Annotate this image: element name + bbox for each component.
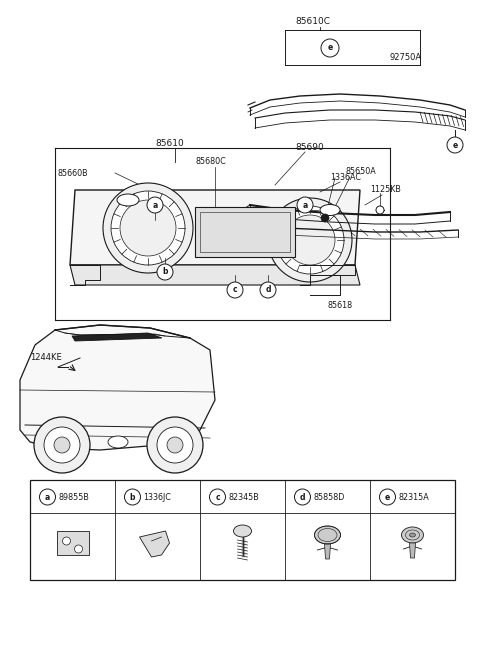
Circle shape — [124, 489, 141, 505]
Text: 85610C: 85610C — [295, 18, 330, 26]
Text: 1244KE: 1244KE — [30, 354, 62, 362]
Circle shape — [74, 545, 83, 553]
Ellipse shape — [108, 436, 128, 448]
Text: 82345B: 82345B — [228, 493, 259, 502]
Circle shape — [260, 282, 276, 298]
Circle shape — [295, 489, 311, 505]
Ellipse shape — [401, 527, 423, 543]
Circle shape — [321, 39, 339, 57]
Text: 85660B: 85660B — [58, 168, 89, 178]
Text: a: a — [302, 200, 308, 210]
Circle shape — [147, 417, 203, 473]
Text: a: a — [45, 493, 50, 502]
Circle shape — [447, 137, 463, 153]
Text: b: b — [162, 267, 168, 276]
Text: c: c — [233, 286, 237, 295]
Circle shape — [62, 537, 71, 545]
Circle shape — [157, 427, 193, 463]
Circle shape — [209, 489, 226, 505]
Text: 1336AC: 1336AC — [330, 174, 361, 183]
Polygon shape — [72, 333, 162, 341]
Polygon shape — [70, 190, 360, 265]
Text: 92750A: 92750A — [390, 54, 422, 62]
Circle shape — [111, 191, 185, 265]
Text: 85610: 85610 — [155, 138, 184, 147]
Text: 89855B: 89855B — [59, 493, 89, 502]
Text: 82315A: 82315A — [398, 493, 429, 502]
Circle shape — [321, 214, 329, 222]
Circle shape — [285, 215, 335, 265]
Circle shape — [227, 282, 243, 298]
Circle shape — [39, 489, 56, 505]
Circle shape — [34, 417, 90, 473]
Polygon shape — [140, 531, 169, 557]
Text: b: b — [130, 493, 135, 502]
Ellipse shape — [320, 204, 340, 215]
Ellipse shape — [117, 194, 139, 206]
Text: d: d — [300, 493, 305, 502]
Text: d: d — [265, 286, 271, 295]
Text: c: c — [215, 493, 220, 502]
Circle shape — [54, 437, 70, 453]
Text: e: e — [452, 141, 457, 149]
Text: a: a — [152, 200, 157, 210]
Text: 85650A: 85650A — [345, 168, 376, 176]
Circle shape — [120, 200, 176, 256]
Bar — [200, 212, 290, 252]
Text: 85690: 85690 — [295, 143, 324, 151]
Circle shape — [157, 264, 173, 280]
Circle shape — [376, 206, 384, 214]
Circle shape — [297, 197, 313, 213]
Text: 85858D: 85858D — [313, 493, 345, 502]
Circle shape — [276, 206, 344, 274]
Bar — [57, 531, 88, 555]
Polygon shape — [409, 543, 416, 558]
Circle shape — [147, 197, 163, 213]
Polygon shape — [324, 544, 331, 559]
Circle shape — [167, 437, 183, 453]
Ellipse shape — [314, 526, 340, 544]
Text: e: e — [385, 493, 390, 502]
Text: 85618: 85618 — [328, 301, 353, 310]
Circle shape — [103, 183, 193, 273]
Text: 1336JC: 1336JC — [144, 493, 171, 502]
Bar — [195, 207, 295, 257]
Circle shape — [268, 198, 352, 282]
Circle shape — [44, 427, 80, 463]
Polygon shape — [20, 325, 215, 450]
Ellipse shape — [233, 525, 252, 537]
Bar — [30, 480, 455, 580]
Text: 1125KB: 1125KB — [370, 185, 401, 195]
Text: 85680C: 85680C — [195, 157, 226, 166]
Polygon shape — [70, 265, 360, 285]
Ellipse shape — [409, 533, 416, 537]
Text: e: e — [327, 43, 333, 52]
Circle shape — [380, 489, 396, 505]
